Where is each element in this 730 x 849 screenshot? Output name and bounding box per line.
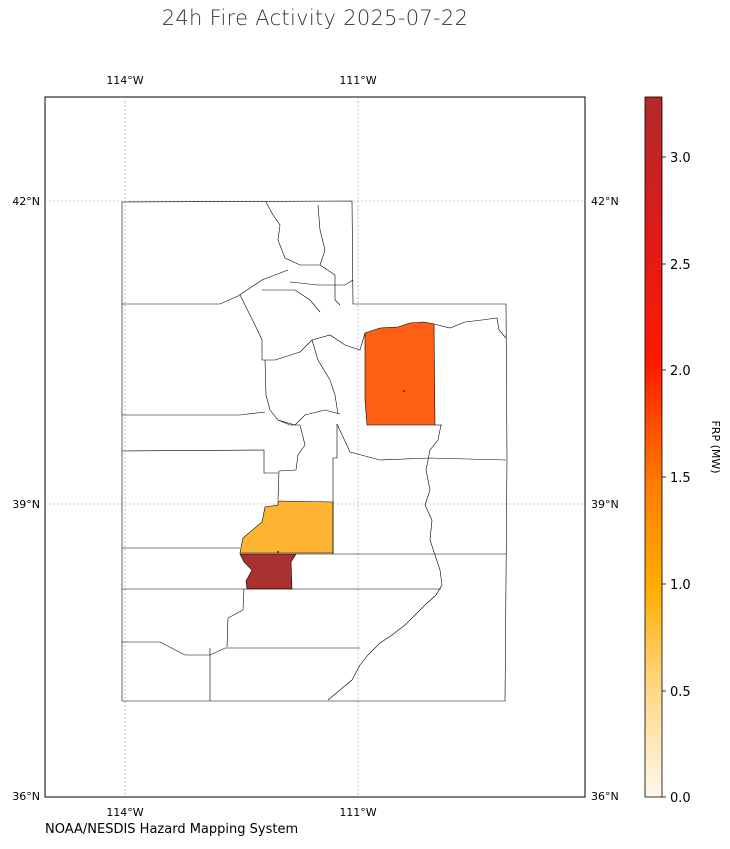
- lat-label-left-36: 36°N: [12, 790, 40, 803]
- county-boundaries: [121, 200, 508, 702]
- map-frame: [44, 96, 586, 798]
- lon-label-bottom-111: 111°W: [339, 806, 376, 819]
- lat-label-right-42: 42°N: [591, 195, 619, 208]
- map-title: 24h Fire Activity 2025-07-22: [161, 6, 469, 30]
- colorbar-tick-label: 3.0: [670, 151, 691, 166]
- colorbar-tick-label: 1.5: [670, 471, 691, 486]
- colorbar: [644, 96, 663, 798]
- lat-label-left-42: 42°N: [12, 195, 40, 208]
- lon-label-top-111: 111°W: [339, 74, 376, 87]
- lat-label-right-36: 36°N: [591, 790, 619, 803]
- colorbar-tick-label: 0.0: [670, 791, 691, 806]
- colorbar-tick-label: 2.5: [670, 258, 691, 273]
- fire-detection-point: [403, 390, 405, 392]
- colorbar-tick-label: 1.0: [670, 578, 691, 593]
- colorbar-tick-label: 2.0: [670, 364, 691, 379]
- fire-detection-point: [277, 551, 279, 553]
- lat-label-left-39: 39°N: [12, 498, 40, 511]
- colorbar-tick-label: 0.5: [670, 685, 691, 700]
- lat-label-right-39: 39°N: [591, 498, 619, 511]
- colorbar-ticks: [662, 156, 666, 798]
- fire-county-duchesne: [364, 321, 436, 426]
- lon-label-bottom-114: 114°W: [106, 806, 143, 819]
- data-credit: NOAA/NESDIS Hazard Mapping System: [45, 822, 299, 837]
- lon-label-top-114: 114°W: [106, 74, 143, 87]
- colorbar-label: FRP (MW): [709, 420, 722, 473]
